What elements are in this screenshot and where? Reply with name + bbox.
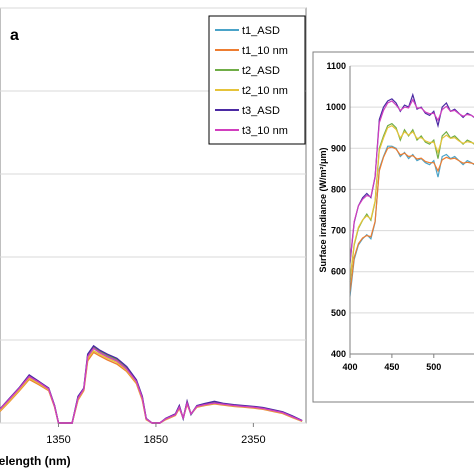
panel-b-series-line-1 [349, 146, 474, 293]
legend-entry-4: t3_ASD [242, 105, 280, 117]
panel-a-x-ticks: 1350 1850 2350 [46, 423, 266, 446]
panel-b-y-tick-label: 500 [331, 308, 346, 318]
panel-b-y-tick-label: 900 [331, 143, 346, 153]
panel-b-y-tick-label: 400 [331, 349, 346, 359]
panel-b-y-ticks: 400 500 600 700 800 900 1000 1100 [326, 61, 346, 359]
panel-b-series-line-4 [349, 92, 474, 264]
legend-entry-3: t2_10 nm [242, 85, 288, 97]
panel-a-series-line-4 [0, 344, 303, 424]
panel-b-y-axis-label: Surface irradiance (W/m²/μm) [318, 147, 328, 272]
panel-b-y-tick-label: 1000 [326, 102, 346, 112]
legend-entry-5: t3_10 nm [242, 125, 288, 137]
panel-b-series-line-0 [349, 145, 474, 297]
panel-a-x-tick-label: 2350 [241, 434, 265, 446]
panel-b-series-line-2 [349, 122, 474, 283]
panel-a: 1350 1850 2350 a velength (nm) t1_ASD t1_10… [0, 7, 307, 468]
panel-a-gridlines [0, 7, 306, 424]
panel-a-series-line-5 [0, 347, 303, 424]
panel-a-letter: a [10, 27, 19, 44]
panel-a-series [0, 344, 303, 424]
panel-b: 400 500 600 700 800 900 1000 1100 400 450 500 Sur… [312, 51, 474, 403]
panel-b-outer-frame [312, 51, 474, 403]
legend-entry-0: t1_ASD [242, 25, 280, 37]
panel-b-y-tick-label: 700 [331, 226, 346, 236]
panel-b-series-line-5 [349, 98, 474, 262]
panel-b-series-line-3 [349, 124, 474, 280]
panel-b-y-tick-label: 1100 [326, 61, 346, 71]
legend-frame [208, 15, 306, 145]
legend-entry-2: t2_ASD [242, 65, 280, 77]
panel-b-y-tick-label: 600 [331, 267, 346, 277]
panel-b-x-ticks: 400 450 500 [342, 354, 441, 372]
panel-b-x-tick-label: 450 [384, 362, 399, 372]
panel-b-x-tick-label: 500 [426, 362, 441, 372]
panel-b-y-tick-label: 800 [331, 184, 346, 194]
panel-a-x-tick-label: 1350 [46, 434, 70, 446]
panel-b-series [349, 92, 474, 297]
panel-b-x-tick-label: 400 [342, 362, 357, 372]
panel-a-x-axis-label: velength (nm) [0, 454, 71, 468]
legend-entry-1: t1_10 nm [242, 45, 288, 57]
panel-a-x-tick-label: 1850 [144, 434, 168, 446]
panel-a-legend: t1_ASD t1_10 nm t2_ASD t2_10 nm t3_ASD t3_10 … [208, 15, 306, 145]
